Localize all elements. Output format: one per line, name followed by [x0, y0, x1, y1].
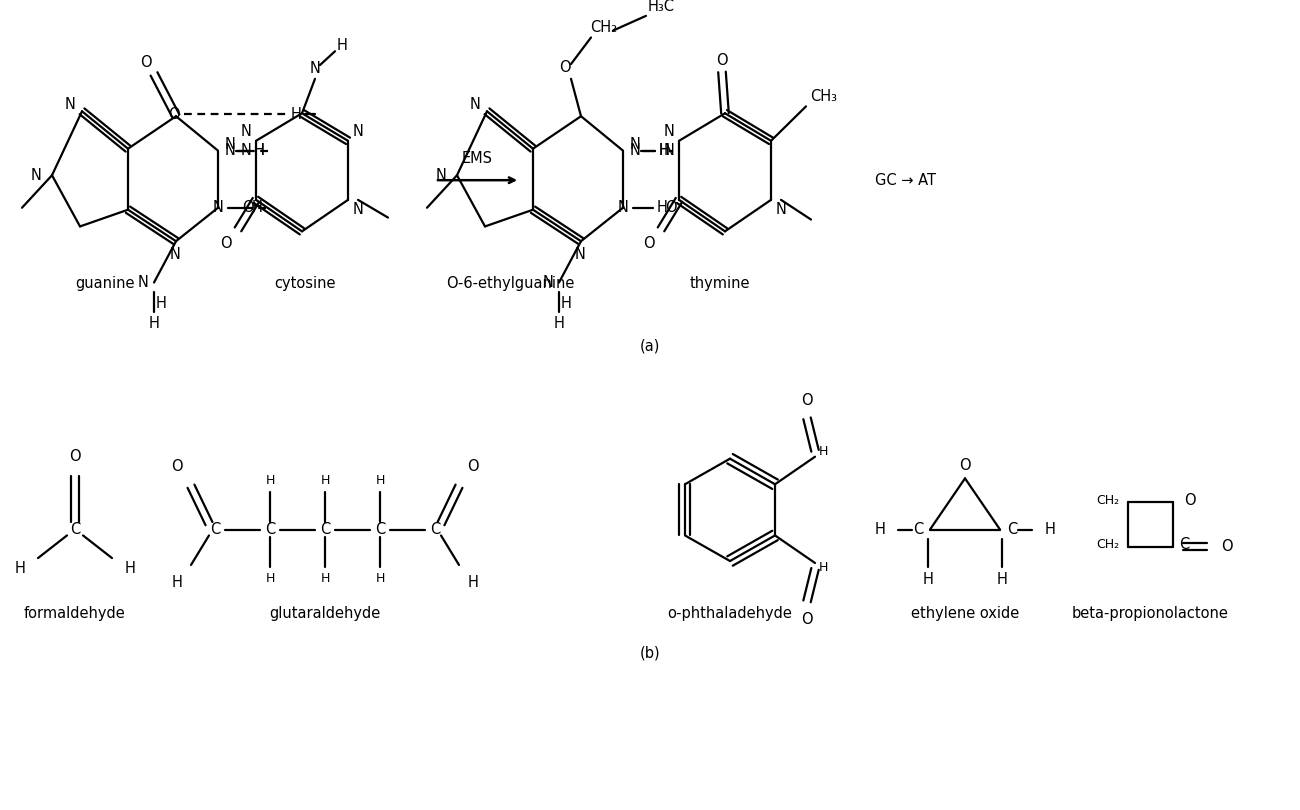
- Text: EMS: EMS: [462, 151, 493, 166]
- Text: O: O: [666, 200, 677, 215]
- Text: H: H: [818, 561, 828, 574]
- Text: O: O: [716, 53, 728, 67]
- Text: H: H: [875, 522, 885, 537]
- Text: N: N: [213, 200, 224, 215]
- Text: N: N: [352, 202, 364, 217]
- Text: H: H: [254, 143, 264, 158]
- Text: O-6-ethylguanine: O-6-ethylguanine: [446, 276, 575, 291]
- Text: O: O: [172, 459, 183, 474]
- Text: N: N: [776, 202, 786, 217]
- Text: N: N: [663, 125, 675, 139]
- Text: N: N: [31, 168, 42, 183]
- Text: CH₃: CH₃: [810, 89, 837, 104]
- Text: N: N: [65, 97, 75, 112]
- Text: beta-propionolactone: beta-propionolactone: [1071, 606, 1228, 620]
- Text: H: H: [560, 296, 572, 311]
- Text: H: H: [14, 561, 26, 577]
- Text: N: N: [352, 125, 364, 139]
- Text: O: O: [220, 236, 231, 250]
- Text: H: H: [659, 143, 670, 158]
- Text: GC → AT: GC → AT: [875, 173, 936, 188]
- Text: N: N: [469, 97, 481, 112]
- Text: ethylene oxide: ethylene oxide: [911, 606, 1019, 620]
- Text: C: C: [913, 522, 923, 537]
- Text: O: O: [140, 54, 152, 70]
- Text: o-phthaladehyde: o-phthaladehyde: [668, 606, 793, 620]
- Text: H: H: [252, 200, 263, 215]
- Text: H: H: [172, 575, 182, 590]
- Text: formaldehyde: formaldehyde: [25, 606, 126, 620]
- Text: (a): (a): [640, 338, 660, 353]
- Text: thymine: thymine: [690, 276, 750, 291]
- Text: H: H: [148, 317, 160, 331]
- Text: N: N: [240, 125, 251, 139]
- Text: CH₂: CH₂: [590, 20, 618, 35]
- Text: (b): (b): [640, 645, 660, 660]
- Text: N: N: [225, 143, 235, 158]
- Text: C: C: [374, 522, 385, 537]
- Text: CH₂: CH₂: [1096, 494, 1119, 507]
- Text: N: N: [663, 143, 675, 158]
- Text: N: N: [629, 143, 641, 158]
- Text: H: H: [254, 143, 264, 158]
- Text: C: C: [70, 522, 81, 537]
- Text: H₃C: H₃C: [647, 0, 675, 14]
- Text: C: C: [1008, 522, 1017, 537]
- Text: H: H: [125, 561, 135, 577]
- Text: O: O: [1221, 539, 1232, 554]
- Text: H: H: [659, 143, 670, 158]
- Text: cytosine: cytosine: [274, 276, 335, 291]
- Text: glutaraldehyde: glutaraldehyde: [269, 606, 381, 620]
- Text: H: H: [818, 446, 828, 458]
- Text: N: N: [225, 137, 235, 152]
- Text: O: O: [1184, 493, 1195, 508]
- Text: N: N: [240, 143, 251, 158]
- Text: H: H: [554, 317, 564, 331]
- Text: H: H: [337, 38, 347, 53]
- Text: H: H: [656, 200, 667, 215]
- Text: C: C: [1179, 537, 1190, 552]
- Text: C: C: [209, 522, 220, 537]
- Text: H: H: [997, 572, 1008, 587]
- Text: H: H: [156, 296, 166, 311]
- Text: N: N: [542, 275, 554, 290]
- Text: O: O: [801, 612, 812, 627]
- Text: N: N: [629, 137, 641, 152]
- Text: H: H: [265, 474, 274, 487]
- Text: H: H: [468, 575, 478, 590]
- Text: H: H: [376, 474, 385, 487]
- Text: H: H: [320, 474, 330, 487]
- Text: guanine: guanine: [75, 276, 135, 291]
- Text: O: O: [959, 458, 971, 473]
- Text: H: H: [320, 572, 330, 586]
- Text: C: C: [320, 522, 330, 537]
- Text: N: N: [169, 248, 181, 262]
- Text: O: O: [801, 393, 812, 408]
- Text: H: H: [291, 107, 302, 122]
- Text: H: H: [1045, 522, 1056, 537]
- Text: O: O: [644, 236, 655, 250]
- Text: O: O: [168, 107, 179, 122]
- Text: O: O: [242, 200, 254, 215]
- Text: H: H: [265, 572, 274, 586]
- Text: N: N: [309, 62, 320, 76]
- Text: CH₂: CH₂: [1096, 539, 1119, 552]
- Text: O: O: [69, 450, 81, 464]
- Text: C: C: [430, 522, 441, 537]
- Text: O: O: [559, 59, 571, 75]
- Text: N: N: [618, 200, 628, 215]
- Text: N: N: [138, 275, 148, 290]
- Text: N: N: [436, 168, 446, 183]
- Text: N: N: [575, 248, 585, 262]
- Text: C: C: [265, 522, 276, 537]
- Text: H: H: [376, 572, 385, 586]
- Text: H: H: [923, 572, 933, 587]
- Text: O: O: [467, 459, 478, 474]
